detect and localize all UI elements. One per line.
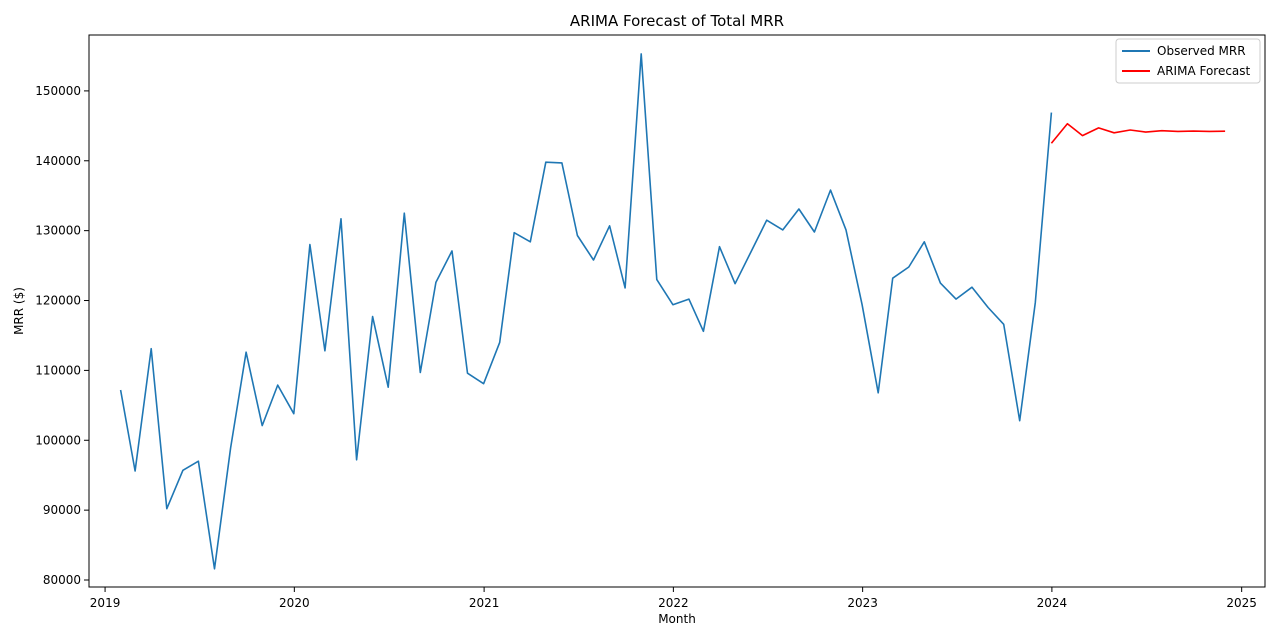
x-axis-label: Month [658,612,696,626]
plot-frame [88,34,1266,588]
y-tick-label: 80000 [43,573,81,587]
legend-label-observed: Observed MRR [1157,44,1246,58]
x-tick-label: 2019 [90,596,121,610]
y-tick-label: 150000 [35,84,81,98]
x-tick-label: 2021 [469,596,500,610]
observed-mrr-line [119,53,1053,570]
legend-label-forecast: ARIMA Forecast [1157,64,1251,78]
y-tick-label: 130000 [35,224,81,238]
x-tick-label: 2025 [1226,596,1257,610]
x-tick-label: 2020 [279,596,310,610]
legend: Observed MRR ARIMA Forecast [1115,38,1261,84]
y-tick-label: 120000 [35,294,81,308]
x-axis-ticks: 2019 2020 2021 2022 2023 2024 2025 [90,587,1257,610]
chart-title: ARIMA Forecast of Total MRR [570,12,784,30]
y-tick-label: 110000 [35,363,81,377]
x-tick-label: 2023 [847,596,878,610]
y-axis-label: MRR ($) [12,287,26,335]
legend-box [1115,38,1261,84]
y-axis-ticks: 80000 90000 100000 110000 120000 130000 140000… [35,84,89,587]
y-tick-label: 90000 [43,503,81,517]
y-tick-label: 100000 [35,433,81,447]
y-tick-label: 140000 [35,154,81,168]
series-layer [119,53,1226,570]
x-tick-label: 2022 [658,596,689,610]
x-tick-label: 2024 [1037,596,1068,610]
arima-forecast-line [1050,122,1226,144]
